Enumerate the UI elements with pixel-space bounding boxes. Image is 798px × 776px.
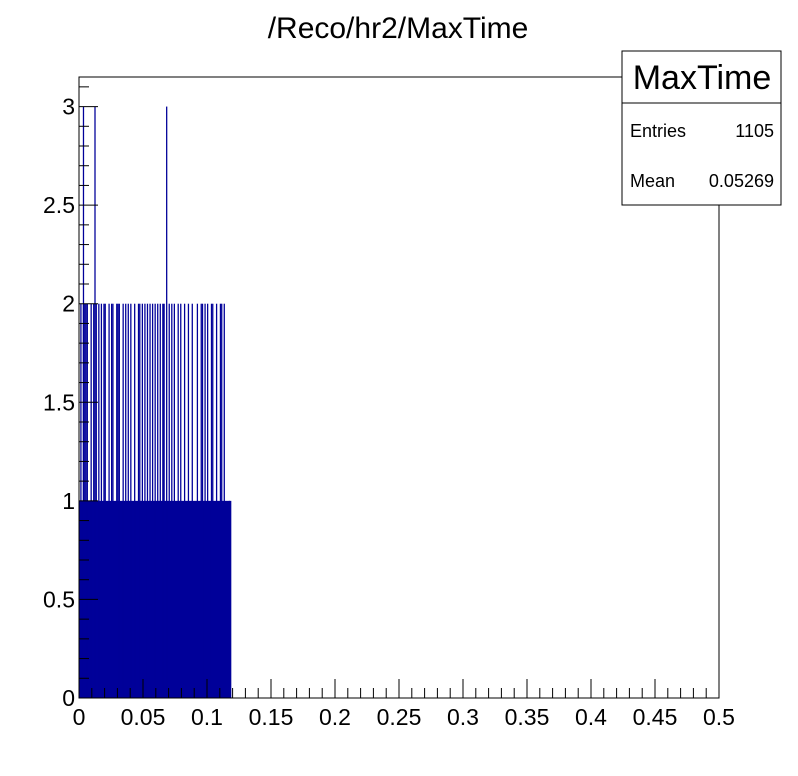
y-tick-label: 2 [62,291,75,317]
histogram-bar [111,303,113,698]
histogram-bar [141,303,143,698]
histogram-bar [98,303,100,698]
x-tick-label: 0.05 [121,704,166,730]
histogram-bar [118,303,120,698]
x-tick-label: 0.4 [575,704,607,730]
histogram-bar [210,303,213,698]
histogram-bar [223,303,225,698]
x-tick-label: 0.35 [505,704,550,730]
histogram-bar [196,303,199,698]
histogram-bar [137,303,140,698]
stats-mean-value: 0.05269 [709,171,774,191]
histogram-bar [183,303,186,698]
histogram-bar [130,303,132,698]
y-tick-label: 0.5 [43,586,75,612]
histogram-bar [103,303,105,698]
stats-box: MaxTime Entries 1105 Mean 0.05269 [621,50,782,206]
histogram-bar [204,303,206,698]
histogram-bar [180,303,182,698]
histogram-bar [122,303,124,698]
x-tick-label: 0.3 [447,704,479,730]
x-tick-label: 0.25 [377,704,422,730]
histogram-bar [207,303,209,698]
x-axis-ticks [78,679,720,698]
y-tick-label: 3 [62,94,75,120]
x-tick-label: 0.45 [633,704,678,730]
histogram-bar [191,303,193,698]
histogram-bar [163,303,165,698]
histogram-bar [108,303,110,698]
x-tick-label: 0.1 [191,704,223,730]
y-tick-label: 1 [62,488,75,514]
histogram-bar [112,303,114,698]
histogram-bar [219,303,222,698]
stats-box-frame [621,50,782,206]
histogram-bar [162,303,164,698]
histogram-bar [100,303,103,698]
y-axis-ticks [79,86,98,699]
y-tick-label: 2.5 [43,192,75,218]
histogram-bar [212,303,214,698]
histogram-bar [171,303,173,698]
stats-entries-value: 1105 [735,121,774,141]
histogram-bar [200,303,202,698]
stats-mean-label: Mean [630,171,675,191]
histogram-bar [201,303,204,698]
histogram-bar [228,500,231,698]
histogram-bar [215,303,218,698]
histogram-bar [168,303,170,698]
histogram-bar [166,106,168,699]
y-tick-label: 1.5 [43,389,75,415]
histogram-bars [79,106,232,699]
histogram-bar [149,303,151,698]
x-tick-label: 0 [73,704,86,730]
x-tick-label: 0.5 [703,704,735,730]
histogram-bar [177,303,179,698]
histogram-bar [104,303,106,698]
histogram-bar [221,303,223,698]
stats-histogram-name: MaxTime [633,59,772,97]
x-tick-label: 0.2 [319,704,351,730]
histogram-bar [134,303,136,698]
histogram-bar [127,303,129,698]
histogram-bar [187,303,190,698]
x-axis-tick-labels: 0 0.05 0.1 0.15 0.2 0.25 0.3 0.35 0.4 0.45 0.5 [73,704,735,730]
histogram-bar [154,303,156,698]
histogram-bar [173,303,175,698]
stats-entries-label: Entries [630,121,686,141]
x-tick-label: 0.15 [249,704,294,730]
histogram-bar [117,303,119,698]
histogram-bar [146,303,149,698]
histogram-bar [151,303,154,698]
histogram-bar [159,303,161,698]
histogram-bar [125,303,127,698]
histogram-bar [116,303,118,698]
histogram-bar [139,303,141,698]
histogram-bar [144,303,146,698]
chart-title: /Reco/hr2/MaxTime [268,12,529,45]
y-axis-tick-labels: 0 0.5 1 1.5 2 2.5 3 [43,94,75,711]
histogram-bar [157,303,159,698]
y-tick-label: 0 [62,685,75,711]
